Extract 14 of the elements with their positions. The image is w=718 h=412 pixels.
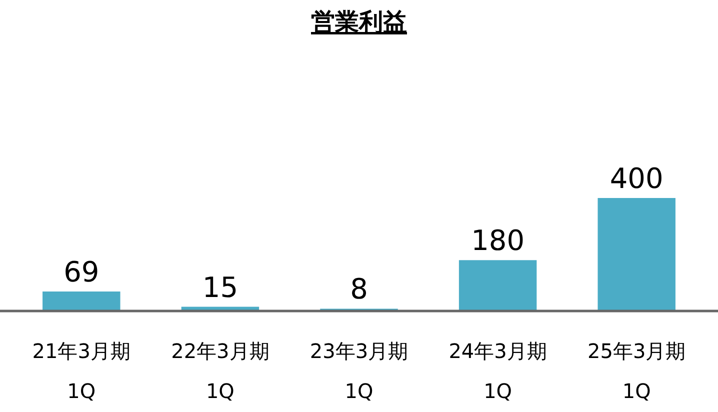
data-label: 180 xyxy=(471,224,525,258)
bar xyxy=(458,260,537,311)
data-label: 15 xyxy=(202,270,238,304)
data-label: 400 xyxy=(610,162,664,195)
data-label: 8 xyxy=(350,272,368,306)
data-label: 69 xyxy=(64,256,100,289)
bar xyxy=(598,198,676,311)
bar xyxy=(42,292,120,311)
chart-title: 営業利益 xyxy=(311,8,407,36)
x-tick-label: 25年3月期 1Q xyxy=(588,339,686,403)
x-tick-label: 23年3月期 1Q xyxy=(310,339,408,403)
x-tick-label: 21年3月期 1Q xyxy=(32,339,130,403)
x-tick-label: 24年3月期 1Q xyxy=(448,339,547,403)
x-tick-label: 22年3月期 1Q xyxy=(171,339,270,403)
